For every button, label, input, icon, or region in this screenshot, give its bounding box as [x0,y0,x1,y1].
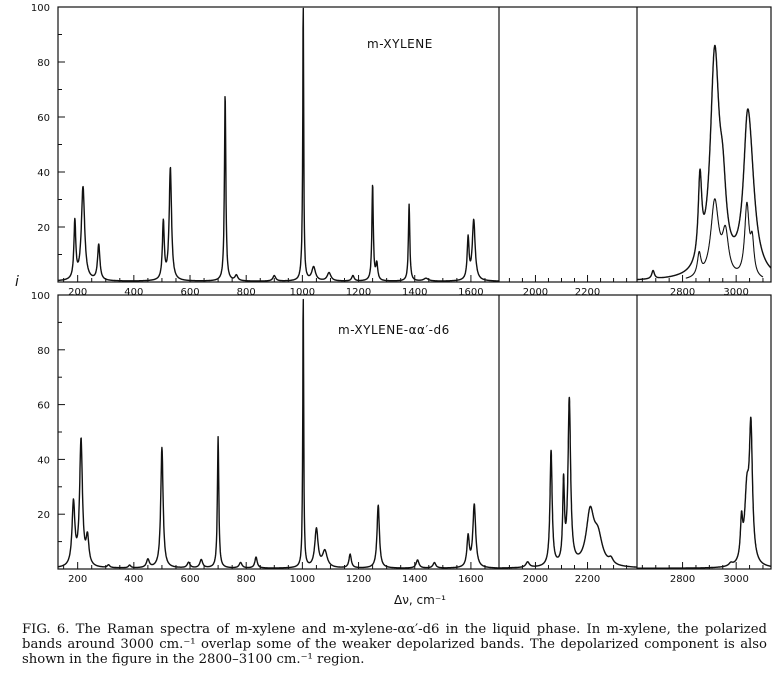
chart-title: m-XYLENE [367,37,433,51]
panel-2: 2000 2200 [498,7,628,298]
x-tick-label: 600 [180,574,199,585]
panel-1: 200 400 600 800 1000 1200 1400 1600 [57,298,500,585]
y-tick-label: 20 [37,510,50,521]
y-tick-label: 80 [37,346,50,357]
y-tick-label: 80 [37,58,50,69]
spectrum-series-line [57,7,500,282]
x-tick-label: 2800 [670,574,695,585]
spectrum-series-line [498,396,638,569]
y-tick-label: 20 [37,223,50,234]
x-tick-label: 3000 [723,287,748,298]
x-tick-label: 1000 [290,287,315,298]
y-axis: 20 40 60 80 100 [31,291,65,543]
x-tick-label: 800 [237,287,256,298]
x-tick-label: 400 [124,287,143,298]
x-tick-label: 1200 [346,574,371,585]
x-tick-label: 1600 [458,574,483,585]
x-tick-label: 2200 [575,574,600,585]
x-tick-label: 800 [237,574,256,585]
x-tick-label: 1400 [402,287,427,298]
panel-2: 2000 2200 [498,295,638,585]
x-tick-label: 3000 [723,574,748,585]
y-axis: 20 40 60 80 100 [31,3,65,255]
x-tick-label: 200 [68,574,87,585]
panel-1: 200 400 600 800 1000 1200 1400 1600 [57,7,500,298]
x-tick-label: 2200 [575,287,600,298]
y-tick-label: 100 [31,3,50,14]
x-tick-label: 600 [180,287,199,298]
y-tick-label: 100 [31,291,50,302]
x-tick-label: 400 [124,574,143,585]
y-tick-label: 40 [37,168,50,179]
x-tick-label: 1600 [458,287,483,298]
y-tick-label: 40 [37,455,50,466]
y-tick-label: 60 [37,113,50,124]
caption-figure-label: FIG. 6. [22,622,70,637]
depolarized-series-line [685,198,764,279]
chart-title: m-XYLENE-αα′-d6 [338,323,450,337]
spectrum-series-line [57,298,500,569]
figure-caption: FIG. 6. The Raman spectra of m-xylene an… [22,622,767,667]
x-tick-label: 2000 [523,287,548,298]
x-tick-label: 1000 [290,574,315,585]
x-tick-label: 1200 [346,287,371,298]
x-tick-label: 200 [68,287,87,298]
panel-3: 2800 3000 [636,7,772,298]
caption-text: The Raman spectra of m-xylene and m-xyle… [22,622,768,667]
x-axis-label: Δν, cm⁻¹ [394,593,446,607]
panel-3: 2800 3000 [636,295,772,585]
x-tick-label: 2000 [523,574,548,585]
y-axis-label: i [15,274,19,290]
spectrum-series-line [636,416,772,569]
y-tick-label: 60 [37,401,50,412]
x-tick-label: 1400 [402,574,427,585]
spectrum-series-line [636,44,772,281]
x-tick-label: 2800 [670,287,695,298]
